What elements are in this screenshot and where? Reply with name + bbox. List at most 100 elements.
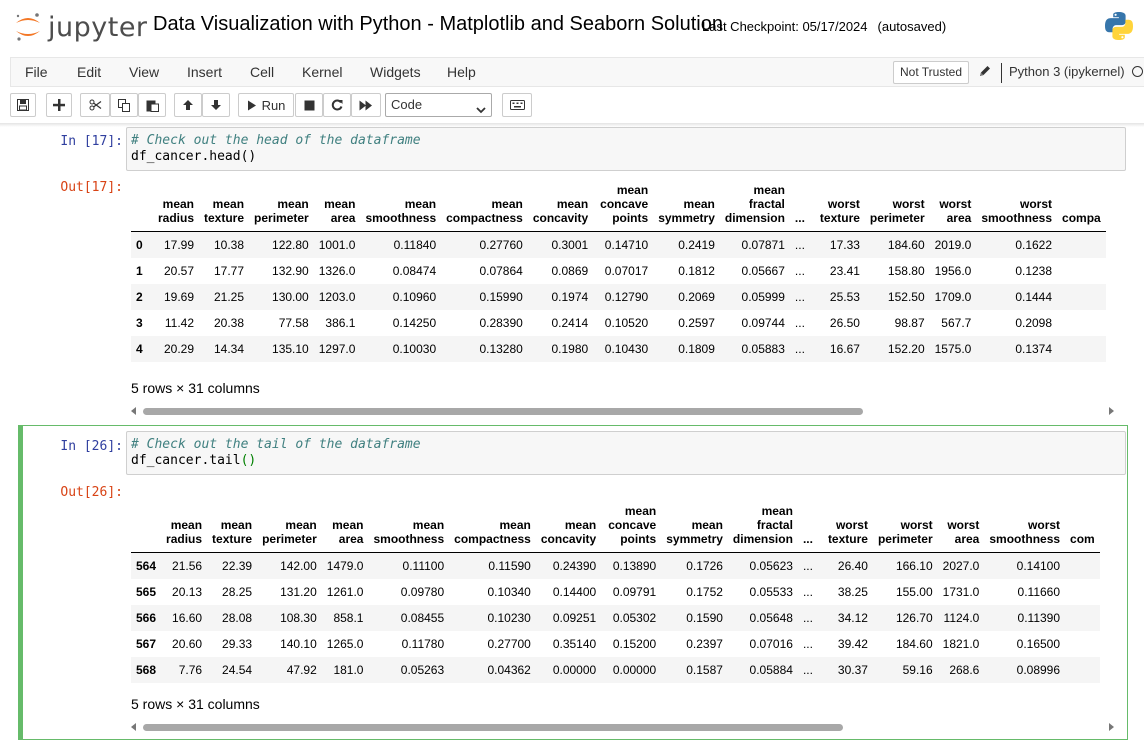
row-index: 4 — [136, 341, 143, 356]
table-cell: 0.00000 — [612, 662, 657, 677]
column-header: mean fractal dimension — [719, 183, 790, 232]
table-cell: 98.87 — [894, 315, 925, 330]
move-down-button[interactable] — [202, 93, 230, 117]
column-header-text: smoothness — [989, 532, 1061, 546]
scroll-right-icon[interactable] — [1109, 723, 1114, 731]
table-cell: 0.2414 — [551, 315, 589, 330]
table-cell: 25.53 — [829, 289, 860, 304]
cell-type-select[interactable]: Code — [385, 93, 492, 117]
jupyter-logo[interactable]: jupyter — [14, 10, 148, 44]
menu-kernel[interactable]: Kernel — [302, 64, 343, 80]
column-header-text: texture — [827, 532, 868, 546]
scroll-right-icon[interactable] — [1109, 407, 1114, 415]
table-cell: 0.08996 — [1016, 662, 1061, 677]
column-header-text: worst — [827, 197, 860, 211]
column-header-text: mean — [412, 518, 445, 532]
code-cell-head[interactable]: In [17]: # Check out the head of the dat… — [18, 125, 1128, 420]
table-cell: 0.08455 — [400, 610, 445, 625]
code-editor[interactable]: # Check out the tail of the dataframe df… — [126, 431, 1126, 475]
horizontal-scrollbar[interactable] — [131, 405, 1114, 417]
kernel-name[interactable]: Python 3 (ipykernel) — [1009, 64, 1125, 79]
pencil-icon[interactable] — [978, 64, 992, 78]
move-up-button[interactable] — [174, 93, 202, 117]
menu-widgets[interactable]: Widgets — [370, 64, 421, 80]
code-editor[interactable]: # Check out the head of the dataframe df… — [126, 127, 1126, 171]
column-header-text: dimension — [732, 532, 793, 546]
table-cell: 1575.0 — [934, 341, 972, 356]
column-header-text: points — [612, 211, 649, 225]
table-cell: 0.0869 — [551, 263, 589, 278]
table-cell: 0.10340 — [487, 584, 531, 599]
table-cell: 0.11840 — [393, 237, 437, 252]
column-header: worst area — [929, 183, 977, 232]
table-cell: 20.13 — [172, 584, 203, 599]
table-cell: 0.1980 — [551, 341, 589, 356]
column-header-text: mean — [753, 183, 785, 197]
code-cell-tail[interactable]: In [26]: # Check out the tail of the dat… — [18, 425, 1128, 740]
table-cell: 0.11590 — [488, 558, 531, 573]
column-header-text: mean — [170, 518, 203, 532]
kernel-divider — [1001, 63, 1002, 83]
table-cell — [1057, 258, 1106, 284]
command-palette-button[interactable] — [502, 93, 532, 117]
table-cell: 0.1587 — [686, 662, 723, 677]
code-line: df_cancer.tail() — [131, 453, 1121, 469]
dataframe-table: mean radius mean texture mean perimeter mean ar… — [131, 183, 1106, 362]
column-header-text: symmetry — [666, 532, 723, 546]
table-cell: 59.16 — [902, 662, 933, 677]
table-cell: 0.24390 — [552, 558, 597, 573]
column-header-text: mean — [683, 197, 715, 211]
dataframe-table: mean radius mean texture mean perimeter mean ar… — [131, 504, 1100, 683]
horizontal-scrollbar[interactable] — [131, 721, 1114, 733]
keyboard-icon — [509, 100, 525, 110]
table-cell: 0.00000 — [552, 662, 597, 677]
column-header: mean symmetry — [661, 504, 728, 553]
column-header-text: mean — [332, 518, 364, 532]
scroll-left-icon[interactable] — [131, 723, 136, 731]
column-header-text: mean — [556, 197, 589, 211]
table-cell: 38.25 — [837, 584, 868, 599]
menu-edit[interactable]: Edit — [77, 64, 102, 80]
table-cell: 26.40 — [837, 558, 868, 573]
menu-file[interactable]: File — [25, 64, 48, 80]
column-header: worst perimeter — [864, 183, 930, 232]
save-button[interactable] — [10, 93, 36, 117]
run-button[interactable]: Run — [238, 93, 294, 117]
cell-type-value: Code — [391, 97, 423, 112]
table-cell: 0.05883 — [741, 341, 785, 356]
table-cell: 0.2098 — [1015, 315, 1053, 330]
table-cell: 0.09791 — [612, 584, 657, 599]
table-cell: 0.1444 — [1015, 289, 1053, 304]
menu-help[interactable]: Help — [447, 64, 476, 80]
column-header-text: fractal — [748, 197, 785, 211]
column-header-text: ... — [794, 211, 805, 225]
copy-button[interactable] — [110, 93, 138, 117]
paste-button[interactable] — [138, 93, 166, 117]
scrollbar-thumb[interactable] — [143, 724, 843, 731]
column-header-text: mean — [220, 518, 253, 532]
menu-view[interactable]: View — [129, 64, 160, 80]
notebook-title[interactable]: Data Visualization with Python - Matplot… — [153, 13, 723, 35]
restart-run-all-button[interactable] — [351, 93, 381, 117]
column-header: mean texture — [199, 183, 250, 232]
insert-cell-button[interactable] — [46, 93, 72, 117]
table-cell: 0.1238 — [1015, 263, 1053, 278]
menu-cell[interactable]: Cell — [250, 64, 275, 80]
cut-button[interactable] — [80, 93, 110, 117]
table-cell: 268.6 — [949, 662, 980, 677]
table-cell: 0.09780 — [400, 584, 445, 599]
scissors-icon — [89, 99, 101, 111]
table-cell: 0.12790 — [604, 289, 649, 304]
table-cell: 0.10520 — [604, 315, 649, 330]
scrollbar-thumb[interactable] — [143, 408, 863, 415]
table-cell: 0.09744 — [741, 315, 785, 330]
table-cell: 0.15990 — [479, 289, 523, 304]
interrupt-button[interactable] — [295, 93, 323, 117]
table-cell: 16.67 — [829, 341, 860, 356]
menu-insert[interactable]: Insert — [187, 64, 223, 80]
jupyter-logo-icon — [14, 12, 42, 42]
not-trusted-button[interactable]: Not Trusted — [893, 61, 970, 84]
restart-button[interactable] — [323, 93, 351, 117]
scroll-left-icon[interactable] — [131, 407, 136, 415]
code-comment: # Check out the tail of the dataframe — [131, 437, 421, 452]
